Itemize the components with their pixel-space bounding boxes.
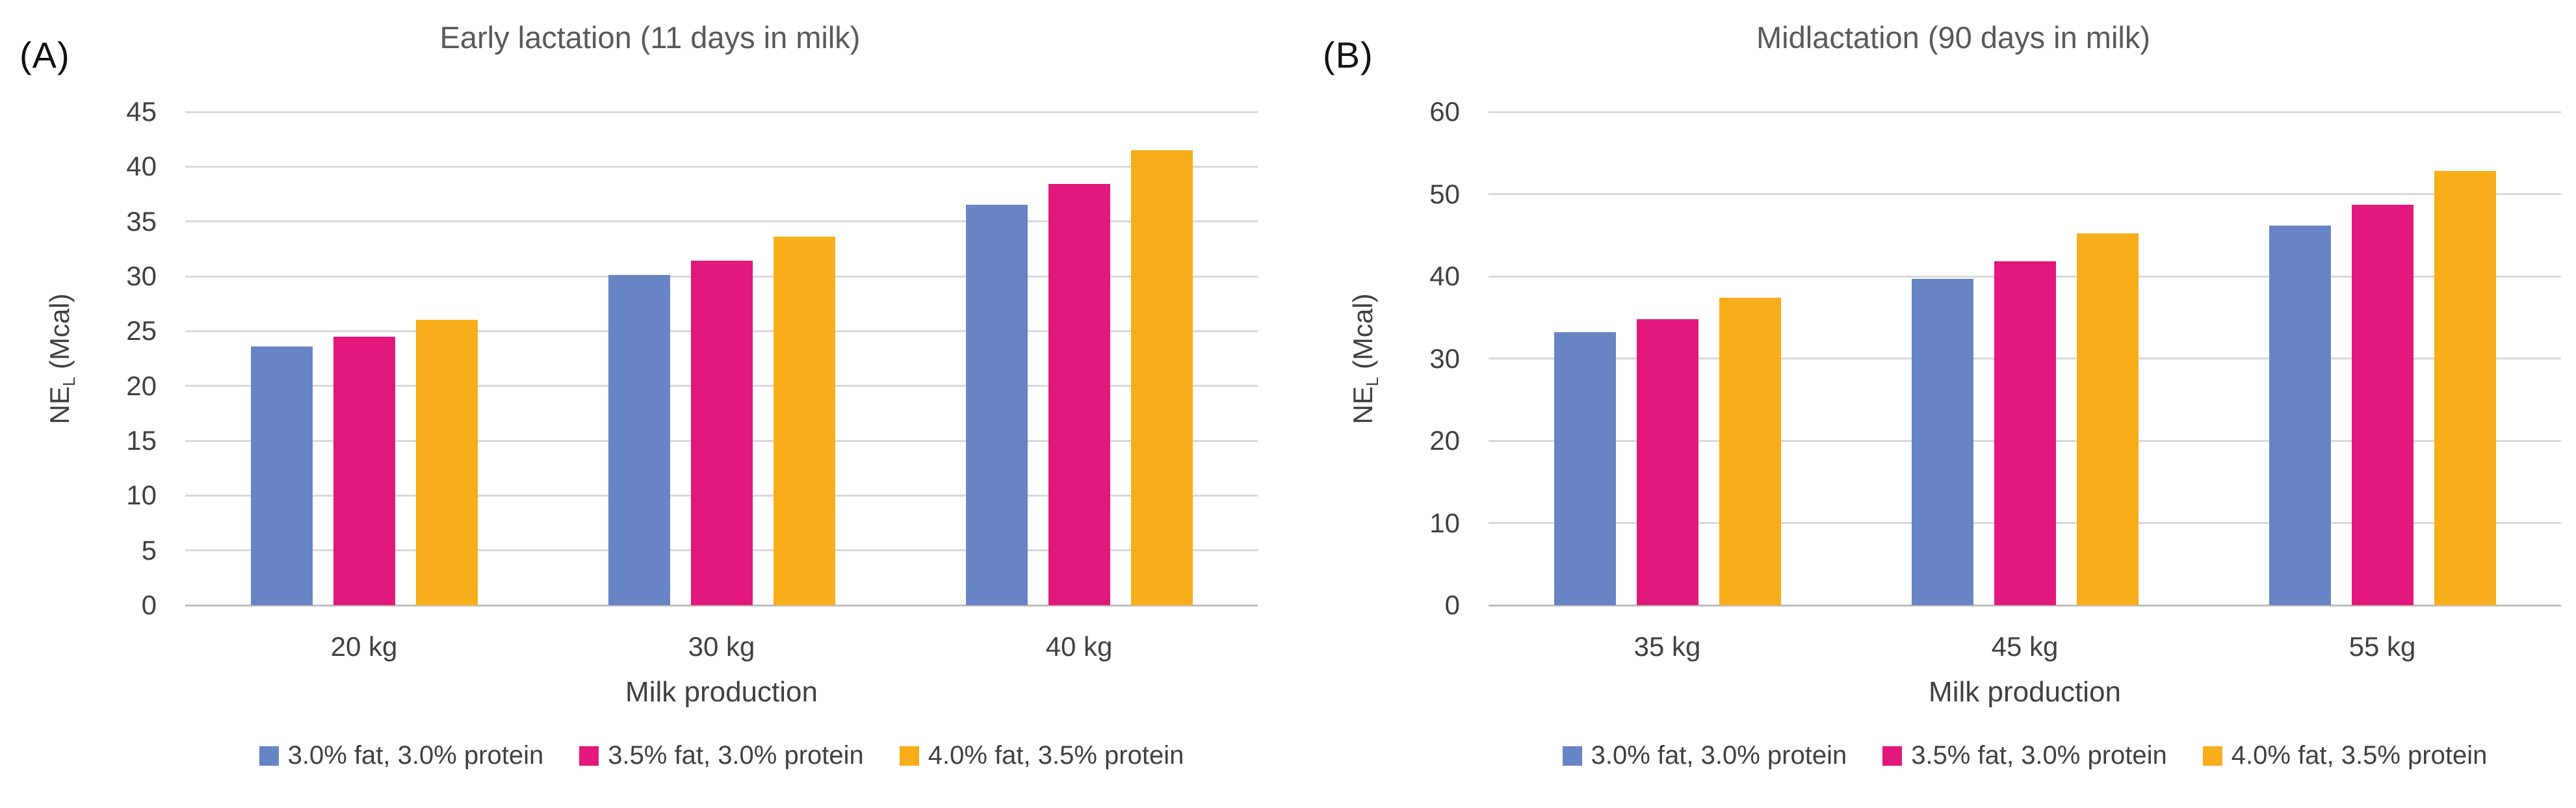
- y-axis-title-subscript: L: [1362, 376, 1383, 387]
- bar-series2-35-kg: [1636, 319, 1698, 605]
- y-axis-title: NEL (Mcal): [44, 293, 79, 424]
- plot-area: 0 10 20 30 40 50 60 35 kg 45 kg 55 kg: [1429, 98, 2561, 662]
- legend-label: 4.0% fat, 3.5% protein: [928, 741, 1184, 770]
- x-tick-label: 45 kg: [1991, 631, 2059, 662]
- legend-swatch: [1882, 746, 1903, 766]
- bar-series3-35-kg: [1719, 297, 1781, 605]
- bar-series2-45-kg: [1994, 261, 2056, 605]
- legend-label: 3.5% fat, 3.0% protein: [1911, 741, 2167, 770]
- legend-item: 4.0% fat, 3.5% protein: [899, 741, 1184, 770]
- gridline: [1489, 193, 2561, 195]
- legend-label: 4.0% fat, 3.5% protein: [2231, 741, 2488, 770]
- y-axis-title: NEL (Mcal): [1347, 293, 1383, 424]
- y-tick-label: 35: [126, 205, 157, 237]
- legend-label: 3.0% fat, 3.0% protein: [287, 741, 544, 770]
- y-tick-label: 15: [126, 425, 157, 456]
- legend-item: 3.5% fat, 3.0% protein: [579, 741, 864, 770]
- panel-label-a: (A): [20, 34, 70, 75]
- y-tick-label: 50: [1429, 178, 1460, 209]
- bar-series1-55-kg: [2269, 225, 2331, 605]
- y-tick-label: 5: [141, 534, 157, 566]
- y-tick-label: 30: [126, 261, 157, 291]
- x-tick-label: 30 kg: [688, 631, 755, 662]
- bar-series1-35-kg: [1554, 332, 1616, 605]
- y-tick-label: 60: [1429, 96, 1460, 127]
- legend-swatch: [259, 746, 279, 766]
- legend-item: 3.0% fat, 3.0% protein: [259, 741, 544, 770]
- y-tick-label: 40: [1429, 261, 1460, 291]
- x-tick-label: 40 kg: [1045, 631, 1113, 662]
- chart-panel-b: (B) Midlactation (90 days in milk) NEL (…: [1303, 0, 2576, 808]
- legend-item: 4.0% fat, 3.5% protein: [2202, 741, 2488, 770]
- x-tick-label: 35 kg: [1633, 631, 1701, 662]
- y-tick-label: 20: [1429, 425, 1460, 456]
- gridline: [185, 604, 1258, 606]
- chart-panel-a: (A) Early lactation (11 days in milk) NE…: [0, 0, 1273, 808]
- y-axis-title-subscript: L: [59, 376, 79, 387]
- bar-series1-20-kg: [250, 346, 313, 605]
- bar-series2-30-kg: [690, 261, 753, 605]
- y-tick-label: 10: [1429, 507, 1460, 538]
- legend-label: 3.0% fat, 3.0% protein: [1591, 741, 1847, 770]
- y-tick-label: 40: [126, 151, 157, 182]
- bar-series3-55-kg: [2434, 171, 2496, 605]
- gridline: [1489, 604, 2561, 606]
- bar-series3-45-kg: [2076, 233, 2139, 605]
- bar-series3-40-kg: [1130, 150, 1193, 605]
- chart-title: Midlactation (90 days in milk): [1756, 20, 2150, 55]
- bar-series1-45-kg: [1911, 278, 1973, 605]
- legend-swatch: [1562, 746, 1582, 766]
- bar-series2-40-kg: [1048, 184, 1110, 605]
- y-axis-title-unit: (Mcal): [44, 293, 75, 377]
- gridline: [185, 111, 1258, 113]
- panel-label-b: (B): [1323, 34, 1373, 75]
- y-tick-label: 10: [126, 480, 157, 511]
- bar-series3-20-kg: [415, 320, 478, 605]
- chart-title: Early lactation (11 days in milk): [439, 20, 861, 55]
- legend-item: 3.0% fat, 3.0% protein: [1562, 741, 1847, 770]
- legend: 3.0% fat, 3.0% protein 3.5% fat, 3.0% pro…: [185, 741, 1258, 770]
- bar-series2-20-kg: [333, 336, 395, 605]
- y-tick-label: 30: [1429, 343, 1460, 374]
- bar-series1-40-kg: [965, 205, 1028, 605]
- y-tick-label: 25: [126, 315, 157, 346]
- y-axis-title-text: NE: [44, 386, 75, 424]
- legend-swatch: [899, 746, 919, 766]
- gridline: [185, 165, 1258, 168]
- x-tick-label: 20 kg: [330, 631, 398, 662]
- x-axis-title: Milk production: [1929, 676, 2121, 708]
- x-tick-label: 55 kg: [2348, 631, 2416, 662]
- gridline: [185, 220, 1258, 223]
- legend: 3.0% fat, 3.0% protein 3.5% fat, 3.0% pro…: [1489, 741, 2561, 770]
- y-axis-title-text: NE: [1347, 386, 1378, 424]
- plot-area: 0 5 10 15 20 25 30 35 40 45 20 kg 30 kg 40 kg: [126, 98, 1258, 662]
- y-tick-label: 20: [126, 370, 157, 401]
- legend-label: 3.5% fat, 3.0% protein: [608, 741, 864, 770]
- legend-swatch: [579, 746, 599, 766]
- legend-swatch: [2202, 746, 2222, 766]
- bar-series2-55-kg: [2351, 204, 2413, 605]
- bar-series3-30-kg: [773, 237, 835, 605]
- y-axis-title-unit: (Mcal): [1347, 293, 1378, 377]
- bar-series1-30-kg: [608, 275, 670, 605]
- y-tick-label: 45: [126, 96, 157, 127]
- y-tick-label: 0: [141, 590, 157, 620]
- legend-item: 3.5% fat, 3.0% protein: [1882, 741, 2167, 770]
- gridline: [1489, 111, 2561, 113]
- x-axis-title: Milk production: [625, 676, 818, 708]
- y-tick-label: 0: [1444, 590, 1460, 620]
